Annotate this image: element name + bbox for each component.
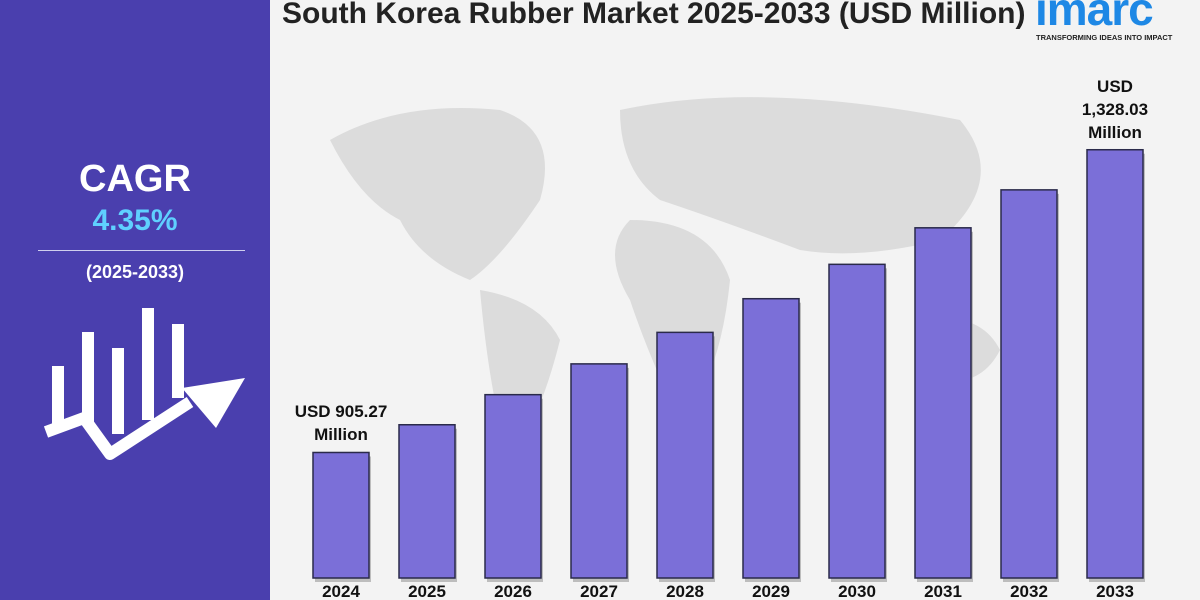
x-tick-label: 2025 — [408, 582, 446, 600]
divider — [38, 250, 245, 251]
x-tick-label: 2028 — [666, 582, 704, 600]
bar — [656, 331, 714, 579]
sidebar: CAGR 4.35% (2025-2033) — [0, 0, 270, 600]
x-tick-label: 2029 — [752, 582, 790, 600]
bar — [484, 393, 542, 579]
x-tick-label: 2031 — [924, 582, 962, 600]
world-map — [330, 97, 1000, 460]
x-tick-label: 2027 — [580, 582, 618, 600]
cagr-label: CAGR — [79, 158, 191, 200]
x-tick-label: 2026 — [494, 582, 532, 600]
cagr-period: (2025-2033) — [85, 262, 185, 282]
bar — [914, 227, 972, 579]
bar — [742, 297, 800, 579]
growth-icon — [43, 308, 245, 460]
x-tick-label: 2033 — [1096, 582, 1134, 600]
bar — [570, 363, 628, 579]
cagr-value: 4.35% — [92, 204, 178, 237]
x-tick-label: 2024 — [322, 582, 360, 600]
bar — [1086, 148, 1144, 579]
bar — [1000, 189, 1058, 579]
logo-name: imarc — [1035, 0, 1154, 35]
bar — [312, 451, 370, 579]
x-tick-label: 2030 — [838, 582, 876, 600]
value-label: USD 905.27 Million — [294, 402, 388, 445]
x-tick-label: 2032 — [1010, 582, 1048, 600]
bar — [828, 263, 886, 579]
logo-tagline: TRANSFORMING IDEAS INTO IMPACT — [1036, 33, 1173, 42]
bar — [398, 423, 456, 579]
chart-title: South Korea Rubber Market 2025-2033 (USD… — [282, 0, 1026, 30]
value-label: USD 1,328.03 Million — [1081, 76, 1149, 142]
